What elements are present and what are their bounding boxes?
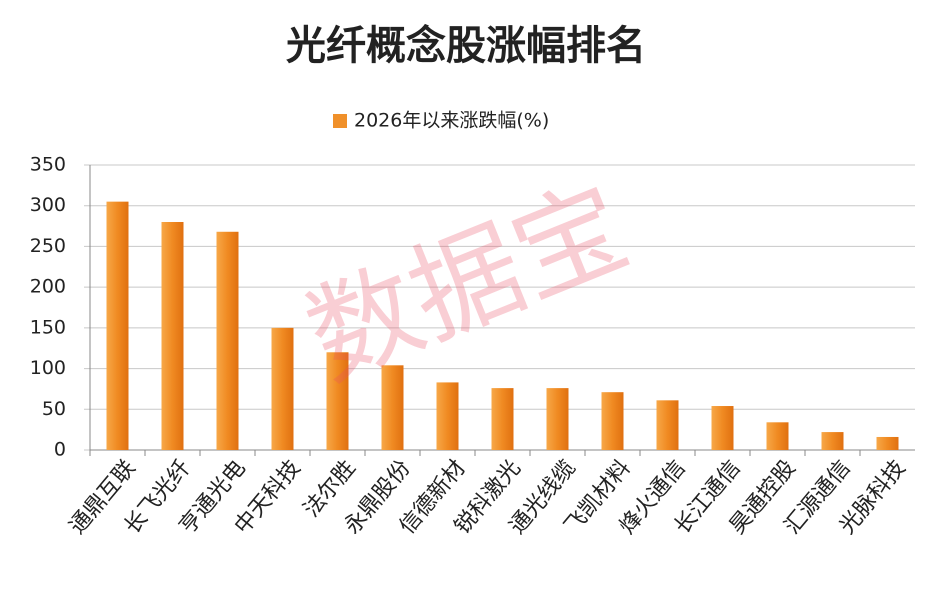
y-tick-label: 50: [42, 398, 66, 420]
legend-swatch: [333, 114, 347, 128]
bar: [711, 406, 734, 450]
legend-label: 2026年以来涨跌幅(%): [354, 110, 549, 132]
y-tick-label: 200: [30, 276, 66, 298]
y-tick-label: 350: [30, 154, 66, 176]
bar: [436, 382, 459, 450]
bar: [656, 400, 679, 450]
y-tick-label: 250: [30, 235, 66, 257]
y-tick-label: 300: [30, 194, 66, 216]
bar: [161, 222, 184, 450]
bar: [876, 436, 899, 450]
bar: [491, 388, 514, 450]
chart-title: 光纤概念股涨幅排名: [286, 23, 646, 69]
bar: [271, 327, 294, 450]
watermark: 数据宝: [290, 162, 644, 404]
bar: [381, 365, 404, 450]
bar: [821, 432, 844, 450]
y-tick-label: 100: [30, 357, 66, 379]
bar: [106, 201, 129, 450]
y-tick-label: 150: [30, 316, 66, 338]
bar: [766, 422, 789, 450]
bar: [601, 392, 624, 450]
bar: [326, 352, 349, 450]
bar: [216, 231, 239, 450]
bar: [546, 388, 569, 450]
y-tick-label: 0: [54, 439, 66, 461]
